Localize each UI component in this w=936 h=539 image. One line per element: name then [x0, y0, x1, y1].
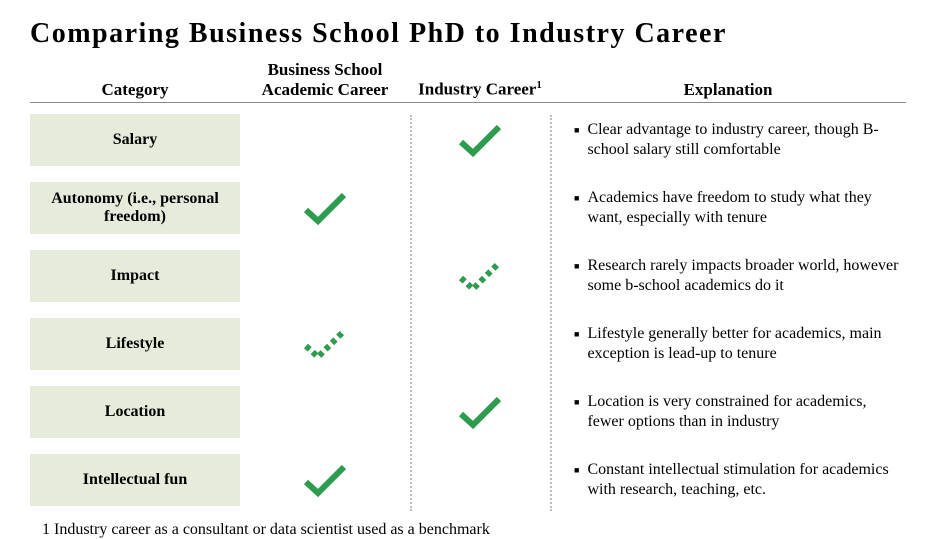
header-industry-sup: 1 — [536, 79, 542, 91]
checkmark-icon — [455, 120, 505, 160]
bullet-icon: ■ — [574, 329, 579, 340]
table-row: Location ■ Location is very constrained f… — [30, 381, 906, 443]
explanation-text: Constant intellectual stimulation for ac… — [587, 460, 906, 500]
column-divider — [550, 115, 552, 511]
explanation-cell: ■ Academics have freedom to study what th… — [550, 188, 906, 228]
category-cell: Location — [30, 386, 240, 438]
industry-cell — [410, 449, 550, 511]
category-cell: Impact — [30, 250, 240, 302]
header-explanation: Explanation — [550, 80, 906, 100]
checkmark-icon — [300, 460, 350, 500]
footnote: 1 Industry career as a consultant or dat… — [42, 521, 906, 539]
table-header-row: Category Business School Academic Career… — [30, 60, 906, 103]
header-industry: Industry Career1 — [410, 79, 550, 99]
table-body: Salary ■ Clear advantage to industry care… — [30, 109, 906, 511]
checkmark-icon — [300, 188, 350, 228]
checkmark-icon — [455, 256, 505, 296]
category-cell: Intellectual fun — [30, 454, 240, 506]
bullet-icon: ■ — [574, 397, 579, 408]
bullet-icon: ■ — [574, 465, 579, 476]
academic-cell — [240, 245, 410, 307]
industry-cell — [410, 177, 550, 239]
academic-cell — [240, 177, 410, 239]
industry-cell — [410, 313, 550, 375]
category-cell: Autonomy (i.e., personal freedom) — [30, 182, 240, 234]
bullet-icon: ■ — [574, 193, 579, 204]
category-cell: Salary — [30, 114, 240, 166]
industry-cell — [410, 381, 550, 443]
industry-cell — [410, 109, 550, 171]
category-cell: Lifestyle — [30, 318, 240, 370]
table-row: Autonomy (i.e., personal freedom) ■ Acade… — [30, 177, 906, 239]
comparison-table: Category Business School Academic Career… — [30, 60, 906, 511]
explanation-cell: ■ Constant intellectual stimulation for a… — [550, 460, 906, 500]
explanation-text: Research rarely impacts broader world, h… — [587, 256, 906, 296]
header-category: Category — [30, 80, 240, 100]
checkmark-icon — [300, 324, 350, 364]
header-academic: Business School Academic Career — [240, 60, 410, 99]
explanation-text: Academics have freedom to study what the… — [587, 188, 906, 228]
explanation-cell: ■ Clear advantage to industry career, tho… — [550, 120, 906, 160]
academic-cell — [240, 109, 410, 171]
table-row: Impact ■ Research rarely impacts broader … — [30, 245, 906, 307]
checkmark-icon — [455, 392, 505, 432]
explanation-text: Clear advantage to industry career, thou… — [587, 120, 906, 160]
explanation-cell: ■ Lifestyle generally better for academic… — [550, 324, 906, 364]
table-row: Intellectual fun ■ Constant intellectual … — [30, 449, 906, 511]
academic-cell — [240, 381, 410, 443]
explanation-cell: ■ Location is very constrained for academ… — [550, 392, 906, 432]
table-row: Salary ■ Clear advantage to industry care… — [30, 109, 906, 171]
page-title: Comparing Business School PhD to Industr… — [30, 18, 906, 50]
explanation-cell: ■ Research rarely impacts broader world, … — [550, 256, 906, 296]
industry-cell — [410, 245, 550, 307]
explanation-text: Location is very constrained for academi… — [587, 392, 906, 432]
explanation-text: Lifestyle generally better for academics… — [587, 324, 906, 364]
academic-cell — [240, 313, 410, 375]
academic-cell — [240, 449, 410, 511]
table-row: Lifestyle ■ Lifestyle generally better fo… — [30, 313, 906, 375]
bullet-icon: ■ — [574, 125, 579, 136]
column-divider — [410, 115, 412, 511]
bullet-icon: ■ — [574, 261, 579, 272]
header-industry-text: Industry Career — [418, 80, 536, 99]
